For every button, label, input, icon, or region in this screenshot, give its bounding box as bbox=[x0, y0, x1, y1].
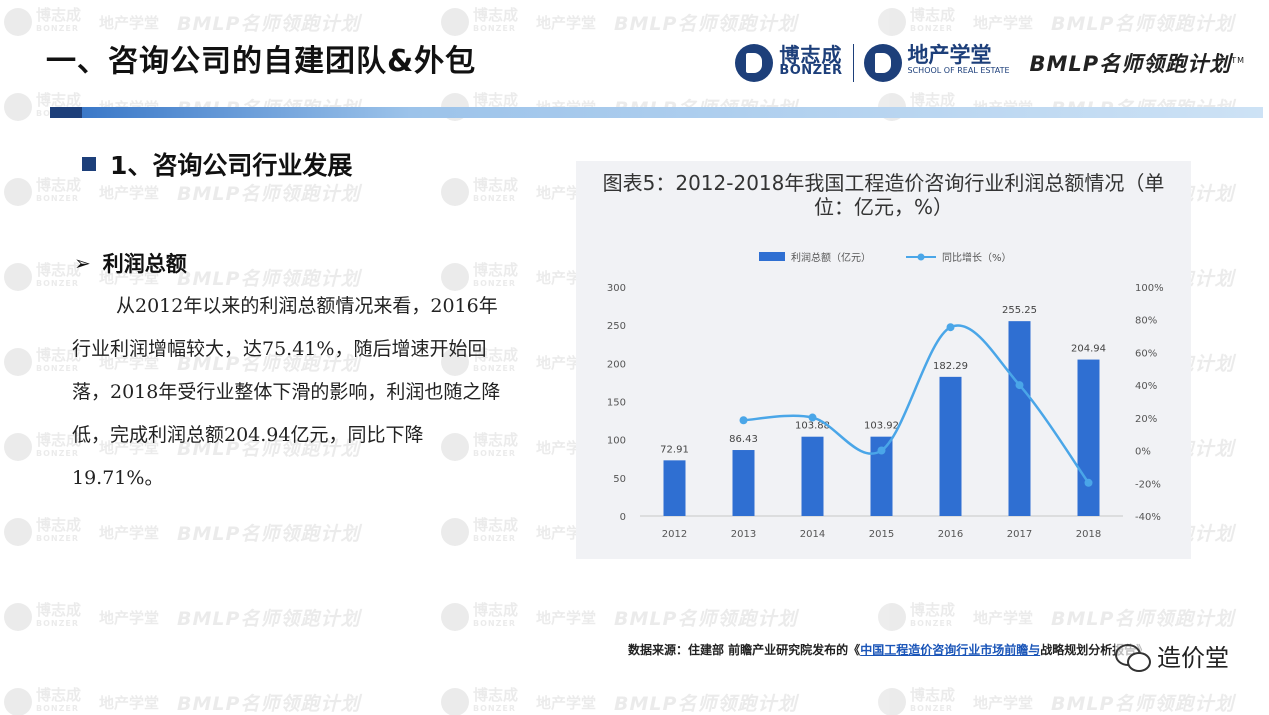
section-heading-text: 1、咨询公司行业发展 bbox=[110, 151, 353, 180]
trademark-mark: TM bbox=[1231, 56, 1245, 65]
bar-2017 bbox=[1008, 321, 1031, 516]
bonzer-cn: 博志成 bbox=[779, 43, 843, 67]
bar-value-label: 255.25 bbox=[1002, 305, 1037, 316]
page-title: 一、咨询公司的自建团队&外包 bbox=[46, 44, 477, 79]
body-paragraph: 从2012年以来的利润总额情况来看，2016年行业利润增幅较大，达75.41%，… bbox=[72, 295, 501, 489]
arrow-bullet-icon: ➢ bbox=[74, 251, 91, 275]
y-left-tick-label: 50 bbox=[613, 474, 626, 485]
school-en: SCHOOL OF REAL ESTATE bbox=[907, 66, 1010, 75]
bar-value-label: 86.43 bbox=[729, 434, 758, 445]
growth-point-2017 bbox=[1015, 381, 1024, 390]
legend-bar-swatch bbox=[759, 252, 785, 261]
y-right-tick-label: -20% bbox=[1135, 479, 1161, 490]
growth-point-2015 bbox=[877, 446, 886, 455]
y-left-tick-label: 100 bbox=[607, 436, 626, 447]
brand-logos: 博志成 BONZER 地产学堂 SCHOOL OF REAL ESTATE BM… bbox=[735, 44, 1245, 82]
y-left-tick-label: 300 bbox=[607, 283, 626, 294]
wechat-badge: 造价堂 bbox=[1115, 638, 1229, 673]
growth-point-2014 bbox=[808, 413, 817, 422]
growth-point-2018 bbox=[1084, 478, 1093, 487]
y-right-tick-label: 100% bbox=[1135, 283, 1164, 294]
school-logo-icon bbox=[863, 44, 902, 82]
data-source: 数据来源：住建部 前瞻产业研究院发布的《中国工程造价咨询行业市场前瞻与战略规划分… bbox=[628, 641, 1148, 658]
bar-2012 bbox=[663, 460, 686, 516]
legend-line-label: 同比增长（%） bbox=[942, 251, 1012, 264]
bar-value-label: 72.91 bbox=[660, 444, 689, 455]
wechat-icon bbox=[1115, 642, 1151, 672]
square-bullet-icon bbox=[82, 157, 96, 171]
bar-value-label: 103.88 bbox=[795, 421, 830, 432]
y-left-tick-label: 150 bbox=[607, 398, 626, 409]
x-tick-label: 2016 bbox=[938, 529, 963, 540]
growth-line bbox=[743, 324, 1090, 484]
brand-divider bbox=[852, 44, 854, 82]
title-underline-bar bbox=[50, 107, 1263, 118]
chart-svg: 利润总额（亿元） 同比增长（%） 0 50 100 150 200 250 300 -40% -20… bbox=[607, 251, 1164, 540]
x-tick-label: 2013 bbox=[731, 529, 756, 540]
bar-value-label: 182.29 bbox=[933, 361, 968, 372]
y-right-tick-label: 80% bbox=[1135, 316, 1157, 327]
x-tick-label: 2015 bbox=[869, 529, 894, 540]
bmlp-text: BMLP名师领跑计划 bbox=[1029, 52, 1232, 76]
legend-line-marker bbox=[917, 253, 925, 261]
sub-heading-text: 利润总额 bbox=[102, 252, 187, 276]
y-right-tick-label: 60% bbox=[1135, 348, 1157, 359]
y-right-tick-label: 40% bbox=[1135, 381, 1157, 392]
source-prefix: 数据来源：住建部 前瞻产业研究院发布的《 bbox=[628, 643, 861, 657]
profit-chart: 利润总额（亿元） 同比增长（%） 0 50 100 150 200 250 300 -40% -20… bbox=[576, 161, 1191, 559]
bonzer-en: BONZER bbox=[779, 63, 843, 78]
bar-2014 bbox=[801, 436, 824, 516]
x-tick-label: 2018 bbox=[1076, 529, 1101, 540]
x-tick-label: 2017 bbox=[1007, 529, 1032, 540]
x-tick-label: 2012 bbox=[662, 529, 687, 540]
y-right-tick-label: 20% bbox=[1135, 414, 1157, 425]
y-right-tick-label: 0% bbox=[1135, 447, 1151, 458]
y-left-tick-label: 0 bbox=[620, 512, 626, 523]
school-cn: 地产学堂 bbox=[907, 43, 992, 67]
bonzer-brand-text: 博志成 BONZER bbox=[779, 43, 843, 79]
bar-2013 bbox=[732, 450, 755, 516]
x-tick-label: 2014 bbox=[800, 529, 825, 540]
bar-2015 bbox=[870, 436, 893, 516]
growth-point-2013 bbox=[739, 416, 748, 425]
section-heading: 1、咨询公司行业发展 bbox=[82, 146, 352, 182]
bar-value-label: 103.92 bbox=[864, 421, 899, 432]
chart-title: 图表5：2012-2018年我国工程造价咨询行业利润总额情况（单位：亿元，%） bbox=[602, 171, 1165, 219]
bmlp-brand: BMLP名师领跑计划TM bbox=[1030, 48, 1245, 78]
bar-value-label: 204.94 bbox=[1071, 344, 1106, 355]
wechat-account-name: 造价堂 bbox=[1157, 644, 1229, 672]
y-right-tick-label: -40% bbox=[1135, 512, 1161, 523]
source-report-link[interactable]: 中国工程造价咨询行业市场前瞻与 bbox=[860, 643, 1041, 657]
y-left-tick-label: 250 bbox=[607, 321, 626, 332]
legend-bar-label: 利润总额（亿元） bbox=[791, 251, 871, 264]
bar-2016 bbox=[939, 376, 962, 516]
bar-2018 bbox=[1077, 359, 1100, 516]
sub-heading: ➢ 利润总额 bbox=[74, 248, 187, 278]
y-left-tick-label: 200 bbox=[607, 359, 626, 370]
growth-point-2016 bbox=[946, 323, 955, 332]
bonzer-logo-icon bbox=[735, 44, 774, 82]
school-brand-text: 地产学堂 SCHOOL OF REAL ESTATE bbox=[907, 43, 1010, 79]
